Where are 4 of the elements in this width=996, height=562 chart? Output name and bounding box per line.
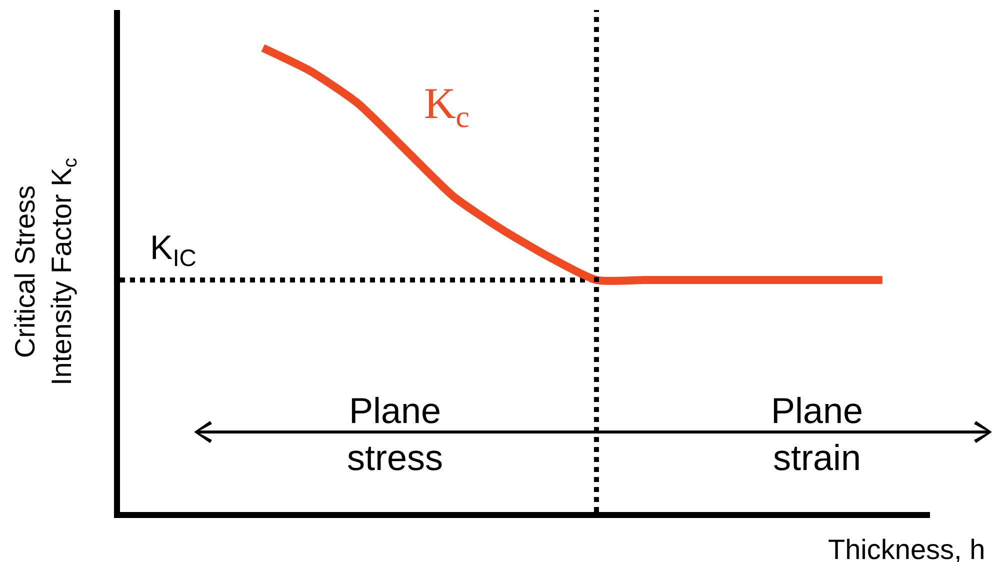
annotation: Plane strain — [771, 390, 864, 478]
ref-line-label: K$_{IC}$ — [150, 229, 196, 272]
annotation: Plane stress — [347, 390, 444, 478]
series-label: K$_{c}$ — [424, 79, 470, 134]
